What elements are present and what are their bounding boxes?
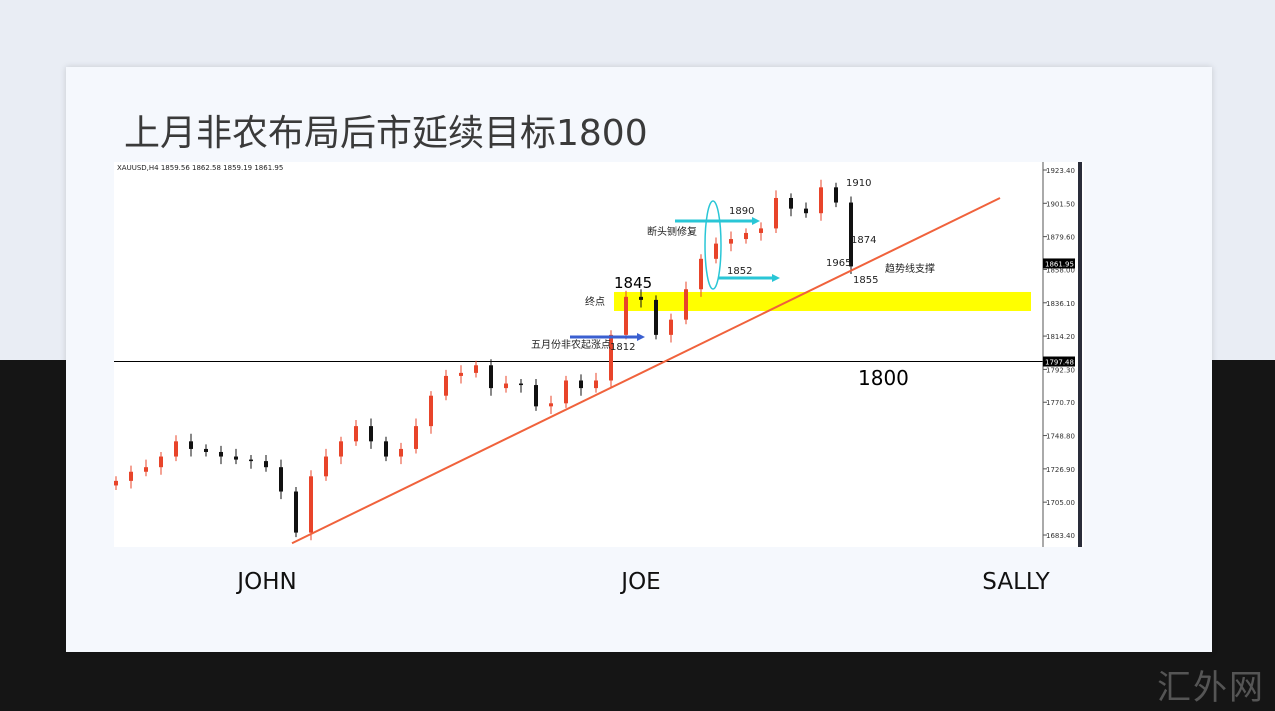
- horizontal-line-label: 1797.48: [1045, 359, 1074, 367]
- highlight-ellipse: [704, 200, 722, 290]
- candle-body: [129, 471, 133, 481]
- annotation-repair: 断头铡修复: [647, 227, 697, 238]
- arrow-may-nfp-head: [637, 333, 645, 341]
- x-label-john: JOHN: [237, 569, 297, 595]
- candle-body: [699, 258, 703, 290]
- candle-body: [219, 451, 223, 457]
- y-tick-label: 1858.00: [1046, 266, 1075, 274]
- candle-body: [444, 375, 448, 396]
- slide-title: 上月非农布局后市延续目标1800: [124, 113, 648, 154]
- candle-body: [294, 491, 298, 533]
- annotation-trend-support: 趋势线支撑: [885, 264, 935, 275]
- candle-body: [414, 426, 418, 449]
- candle-body: [624, 296, 628, 335]
- candle-body: [774, 197, 778, 229]
- candle-body: [174, 441, 178, 457]
- arrow-1852-head: [772, 274, 780, 282]
- chart-area: 1923.40 1901.50 1879.60 1858.00 1836.10 1814.…: [114, 162, 1084, 547]
- y-tick-label: 1705.00: [1046, 499, 1075, 507]
- chart-scrollbar: [1078, 162, 1082, 547]
- y-tick-label: 1726.90: [1046, 466, 1075, 474]
- y-tick-label: 1683.40: [1046, 532, 1075, 540]
- candle-body: [804, 208, 808, 214]
- candle-body: [429, 395, 433, 427]
- candle-body: [834, 187, 838, 203]
- candle-body: [369, 426, 373, 442]
- candle-body: [759, 228, 763, 233]
- candle-body: [459, 372, 463, 376]
- watermark: 汇外网: [1157, 668, 1265, 708]
- current-price-label-bg: [1043, 258, 1075, 269]
- candle-body: [549, 403, 553, 407]
- candle-body: [519, 383, 523, 386]
- annotation-1812: 1812: [610, 342, 636, 353]
- candle-body: [474, 365, 478, 373]
- candle-body: [849, 202, 853, 267]
- current-price-label: 1861.95: [1045, 260, 1074, 268]
- y-tick-label: 1748.80: [1046, 433, 1075, 441]
- candle-body: [324, 456, 328, 477]
- candle-body: [204, 448, 208, 452]
- candle-body: [789, 197, 793, 209]
- candle-body: [264, 461, 268, 468]
- annotation-1965: 1965: [826, 258, 852, 269]
- annotation-1800: 1800: [858, 366, 909, 390]
- y-tick-label: 1901.50: [1046, 200, 1075, 208]
- candle-body: [144, 467, 148, 472]
- candle-body: [684, 289, 688, 320]
- candle-body: [669, 319, 673, 335]
- annotation-1874: 1874: [851, 235, 877, 246]
- candle-body: [639, 296, 643, 300]
- ticker-info: XAUUSD,H4 1859.56 1862.58 1859.19 1861.9…: [117, 164, 284, 172]
- candle-body: [309, 476, 313, 533]
- candle-body: [234, 456, 238, 460]
- candle-body: [594, 380, 598, 389]
- candle-body: [504, 383, 508, 389]
- candle-body: [279, 467, 283, 492]
- candle-body: [819, 187, 823, 214]
- y-tick-label: 1836.10: [1046, 300, 1075, 308]
- candle-body: [729, 239, 733, 244]
- candle-body: [189, 441, 193, 449]
- x-label-sally: SALLY: [982, 569, 1050, 595]
- candle-body: [249, 459, 253, 462]
- candle-body: [654, 299, 658, 335]
- x-label-joe: JOE: [621, 569, 661, 595]
- y-tick-label: 1814.20: [1046, 333, 1075, 341]
- annotation-end-point: 终点: [585, 297, 605, 308]
- candle-body: [354, 426, 358, 442]
- y-tick-label: 1923.40: [1046, 167, 1075, 175]
- annotation-1852: 1852: [727, 266, 753, 277]
- arrow-1890-head: [752, 217, 760, 225]
- y-tick-label: 1770.70: [1046, 399, 1075, 407]
- candle-body: [114, 480, 118, 486]
- candle-body: [744, 232, 748, 240]
- candle-body: [564, 380, 568, 404]
- candle-body: [399, 448, 403, 457]
- candle-body: [489, 365, 493, 389]
- candle-body: [579, 380, 583, 389]
- support-zone: [614, 291, 1031, 311]
- candle-body: [534, 385, 538, 407]
- candle-body: [609, 334, 613, 381]
- y-tick-label: 1792.30: [1046, 366, 1075, 374]
- horizontal-line-label-bg: [1043, 356, 1075, 367]
- annotation-may-nfp: 五月份非农起涨点: [531, 340, 611, 351]
- candle-body: [159, 456, 163, 468]
- y-tick-label: 1879.60: [1046, 234, 1075, 242]
- candle-body: [339, 441, 343, 457]
- candle-body: [384, 441, 388, 457]
- candlestick-chart: 1923.40 1901.50 1879.60 1858.00 1836.10 1814.…: [114, 162, 1082, 547]
- annotation-1890: 1890: [729, 206, 755, 217]
- annotation-1845: 1845: [614, 274, 653, 292]
- trendline: [291, 197, 1001, 545]
- candle-body: [714, 243, 718, 259]
- annotation-1910: 1910: [846, 178, 872, 189]
- annotation-1855: 1855: [853, 275, 879, 286]
